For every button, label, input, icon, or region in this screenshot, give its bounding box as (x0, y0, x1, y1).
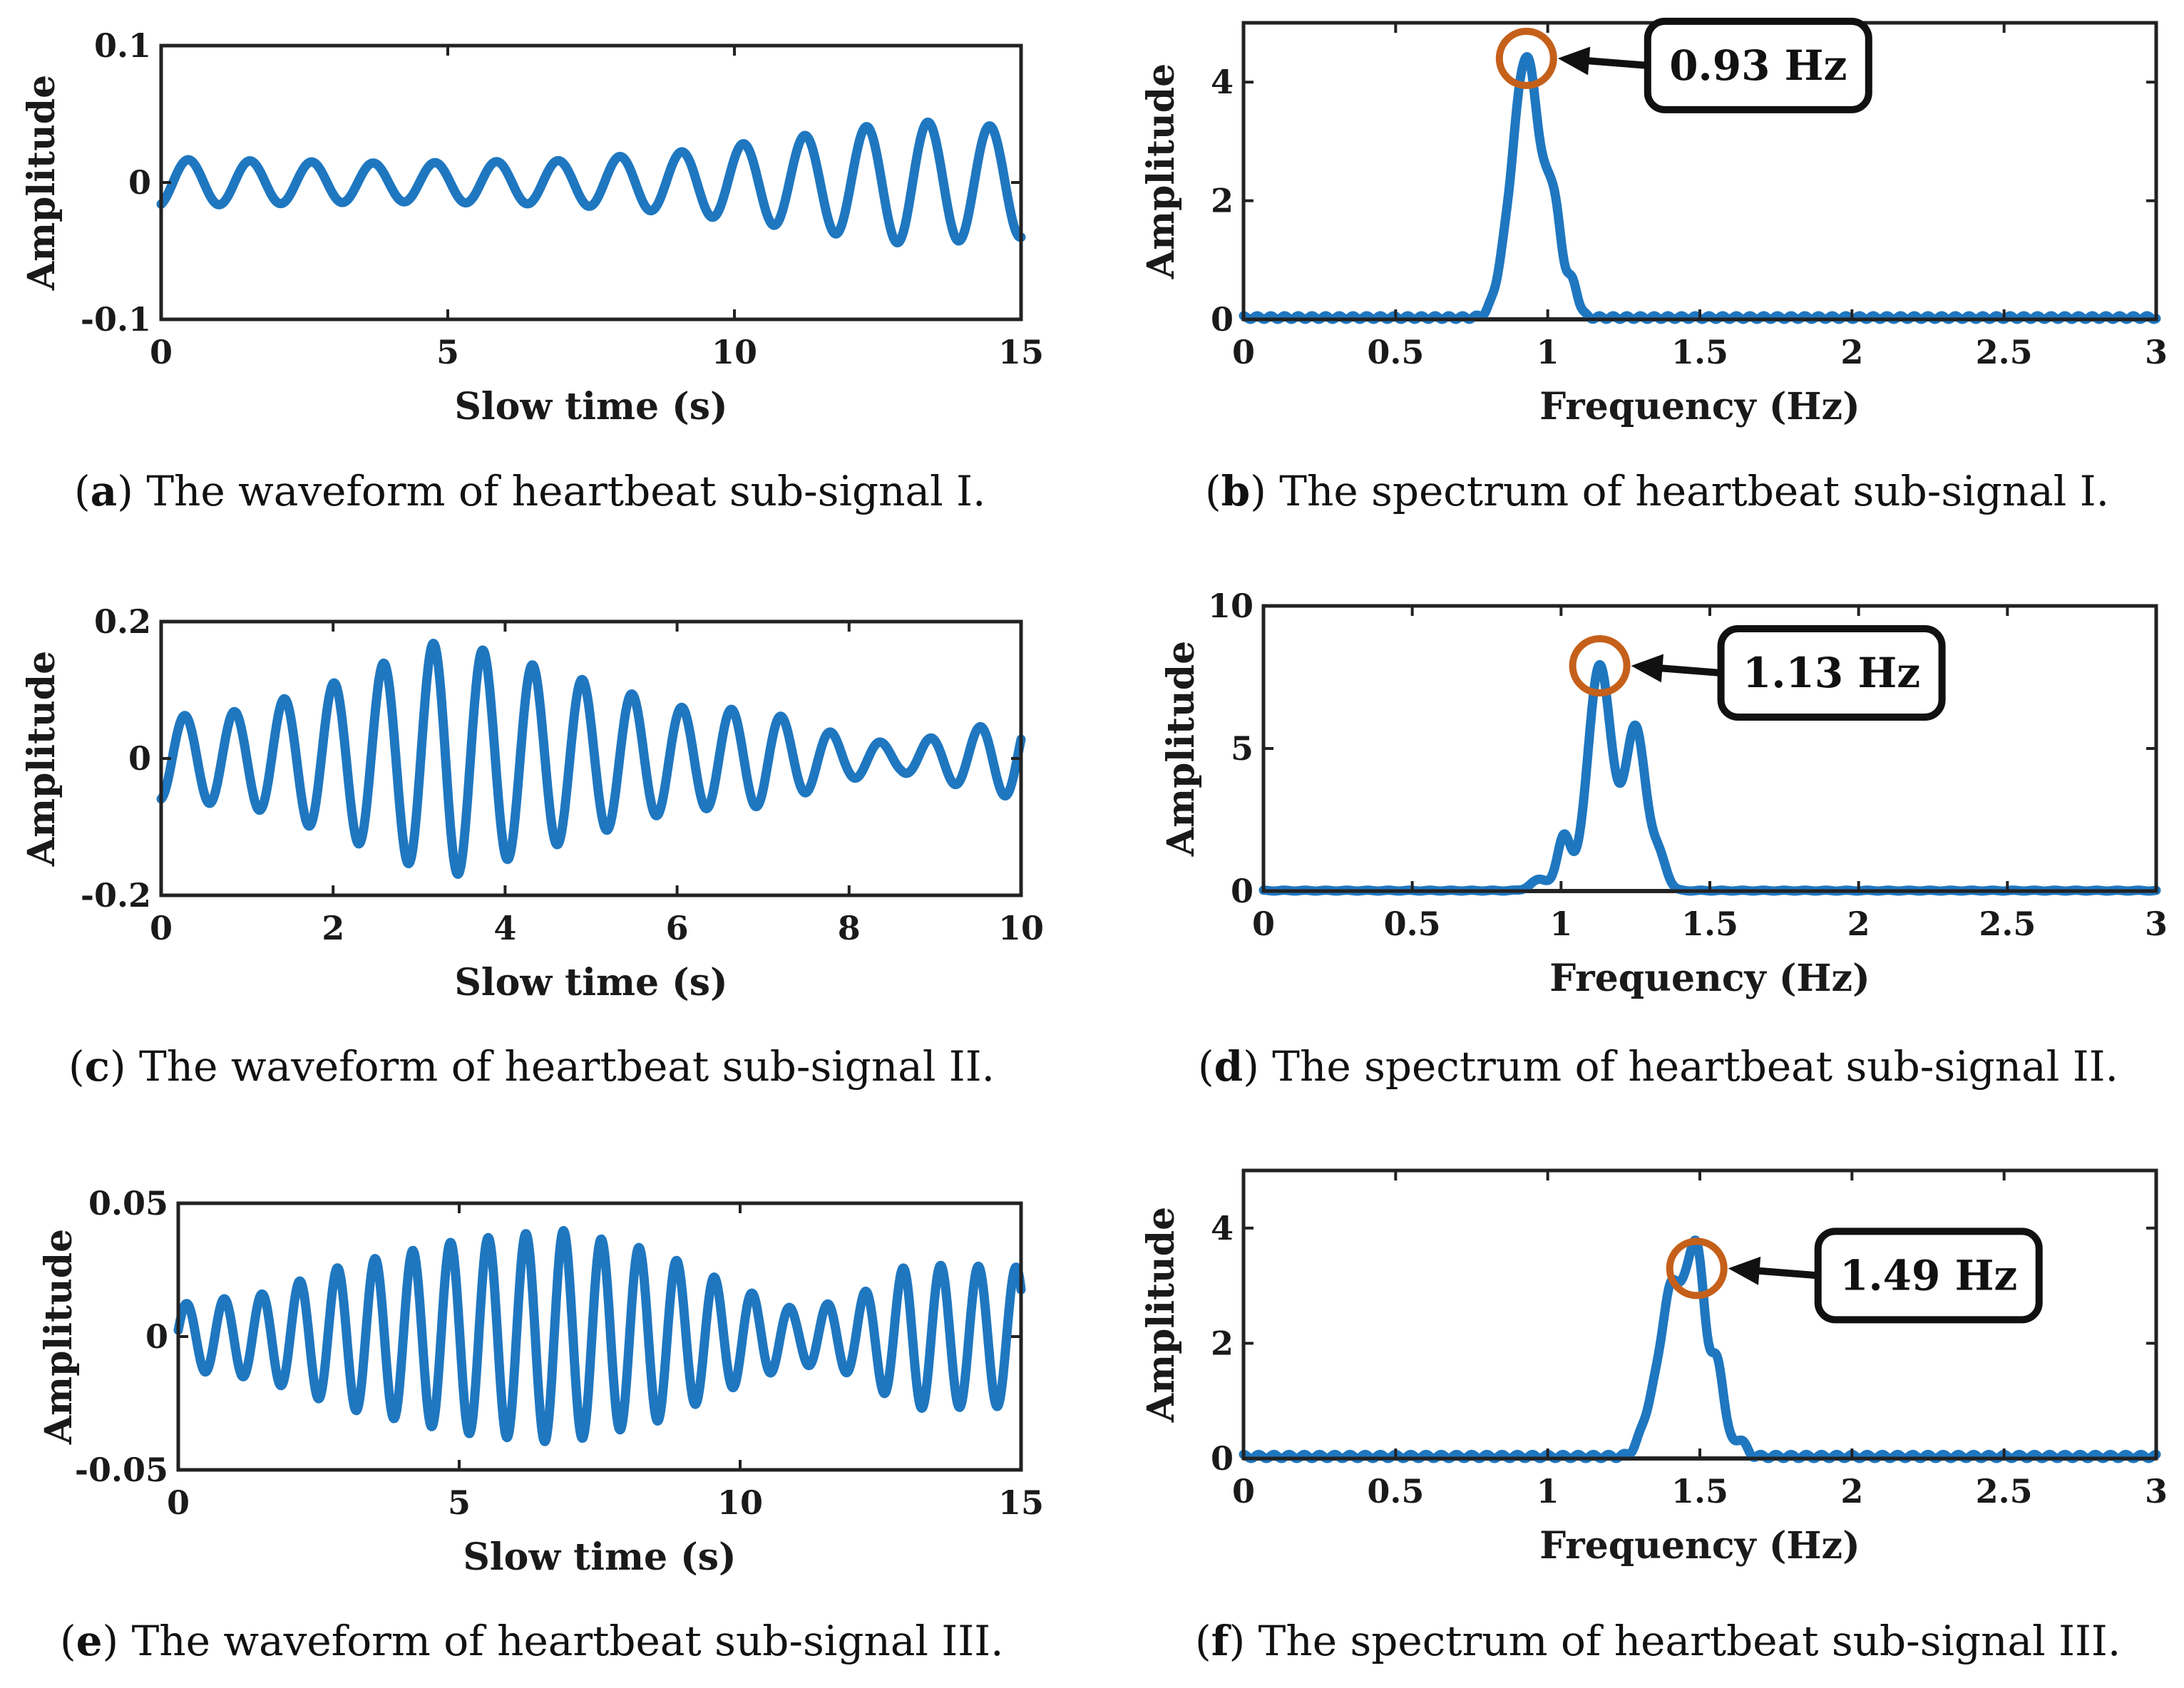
annotation-arrow-head (1728, 1257, 1760, 1285)
x-axis-label: Frequency (Hz) (1539, 1524, 1860, 1568)
y-tick-label: 0 (128, 739, 151, 778)
y-axis-label: Amplitude (20, 75, 63, 292)
y-axis-label: Amplitude (1139, 63, 1183, 280)
y-tick-label: -0.2 (81, 876, 151, 915)
plot-frame (1263, 606, 2156, 891)
x-tick-label: 2 (322, 909, 344, 947)
y-axis-label: Amplitude (20, 651, 63, 868)
chart-b: 0 0.5 1 1.5 2 2.5 3 0 2 4 Frequency (Hz) Amplitude 0… (1139, 21, 2168, 428)
y-axis-label: Amplitude (1159, 641, 1203, 858)
x-tick-label: 0.5 (1367, 333, 1424, 371)
x-tick-label: 0 (1252, 905, 1275, 943)
caption-a: (a) The waveform of heartbeat sub-signal… (74, 467, 985, 515)
x-tick-label: 6 (666, 909, 689, 947)
x-tick-label: 2 (1840, 1472, 1863, 1511)
x-tick-label: 0 (167, 1483, 190, 1522)
x-tick-label: 15 (998, 1483, 1044, 1522)
x-tick-label: 0 (150, 333, 173, 371)
x-tick-label: 5 (448, 1483, 471, 1522)
x-axis-label: Frequency (Hz) (1539, 385, 1860, 428)
caption-b: (b) The spectrum of heartbeat sub-signal… (1205, 467, 2109, 515)
x-tick-label: 0.5 (1384, 905, 1441, 943)
annotation-arrow-shaft (1579, 60, 1648, 66)
x-tick-label: 2 (1847, 905, 1870, 943)
x-tick-label: 0 (1232, 333, 1255, 371)
x-tick-label: 2.5 (1979, 905, 2036, 943)
annotation-label: 0.93 Hz (1669, 41, 1847, 90)
series-line (178, 1230, 1021, 1441)
x-tick-label: 2.5 (1976, 333, 2033, 371)
x-tick-label: 0 (150, 909, 173, 947)
annotation-label: 1.49 Hz (1840, 1251, 2017, 1300)
annotation-arrow-head (1558, 46, 1590, 75)
caption-e: (e) The waveform of heartbeat sub-signal… (60, 1617, 1004, 1665)
y-tick-label: 5 (1231, 729, 1254, 768)
y-tick-label: 2 (1211, 182, 1234, 220)
x-tick-label: 1 (1549, 905, 1572, 943)
x-tick-label: 4 (493, 909, 516, 947)
x-tick-label: 10 (712, 333, 757, 371)
x-tick-label: 3 (2145, 1472, 2168, 1511)
y-axis-label: Amplitude (1139, 1207, 1183, 1424)
y-tick-label: 4 (1211, 63, 1234, 101)
y-tick-label: -0.1 (81, 300, 151, 339)
x-tick-label: 10 (717, 1483, 763, 1522)
x-tick-label: 3 (2145, 905, 2168, 943)
x-axis-label: Slow time (s) (454, 961, 727, 1004)
caption-c: (c) The waveform of heartbeat sub-signal… (68, 1042, 995, 1091)
x-tick-label: 1.5 (1671, 333, 1728, 371)
x-tick-label: 5 (436, 333, 459, 371)
x-axis-label: Slow time (s) (454, 385, 727, 428)
x-tick-label: 0 (1232, 1472, 1255, 1511)
y-axis-label: Amplitude (37, 1229, 81, 1446)
series-line (161, 644, 1021, 875)
annotation-arrow-shaft (1652, 667, 1721, 673)
chart-f: 0 0.5 1 1.5 2 2.5 3 0 2 4 Frequency (Hz) Amplitude 1… (1139, 1170, 2168, 1568)
y-tick-label: 2 (1211, 1324, 1234, 1362)
annotation-label: 1.13 Hz (1743, 649, 1920, 697)
annotation-arrow-head (1631, 654, 1663, 683)
y-tick-label: 0.05 (88, 1184, 168, 1223)
annotation-arrow-shaft (1750, 1270, 1818, 1276)
y-tick-label: 0 (128, 163, 151, 202)
x-axis-label: Slow time (s) (463, 1535, 736, 1579)
series-line (1263, 664, 2156, 891)
x-tick-label: 3 (2145, 333, 2168, 371)
y-tick-label: -0.05 (75, 1451, 168, 1489)
y-tick-label: 4 (1211, 1209, 1234, 1247)
y-tick-label: 0 (1211, 1439, 1234, 1478)
plot-frame (161, 46, 1021, 319)
figure-canvas: 0 5 10 15-0.100.1Slow time (s)Amplitude0 0.5… (0, 0, 2184, 1688)
x-tick-label: 1.5 (1681, 905, 1738, 943)
y-tick-label: 0.2 (94, 602, 151, 641)
x-tick-label: 1.5 (1671, 1472, 1728, 1511)
series-line (161, 122, 1021, 242)
x-tick-label: 10 (998, 909, 1044, 947)
caption-f: (f) The spectrum of heartbeat sub-signal… (1195, 1617, 2121, 1665)
x-tick-label: 2 (1840, 333, 1863, 371)
x-tick-label: 1 (1537, 1472, 1559, 1511)
x-tick-label: 2.5 (1976, 1472, 2033, 1511)
y-tick-label: 0 (1231, 872, 1254, 910)
x-axis-label: Frequency (Hz) (1549, 957, 1870, 1000)
chart-d: 0 0.5 1 1.5 2 2.5 3 0 5 10 Frequency (Hz) Amplitude… (1159, 587, 2168, 1000)
x-tick-label: 1 (1537, 333, 1559, 371)
caption-d: (d) The spectrum of heartbeat sub-signal… (1198, 1042, 2118, 1091)
x-tick-label: 0.5 (1367, 1472, 1424, 1511)
y-tick-label: 10 (1208, 587, 1254, 625)
y-tick-label: 0.1 (94, 26, 151, 65)
x-tick-label: 8 (838, 909, 861, 947)
y-tick-label: 0 (145, 1317, 168, 1356)
x-tick-label: 15 (998, 333, 1044, 371)
y-tick-label: 0 (1211, 300, 1234, 339)
